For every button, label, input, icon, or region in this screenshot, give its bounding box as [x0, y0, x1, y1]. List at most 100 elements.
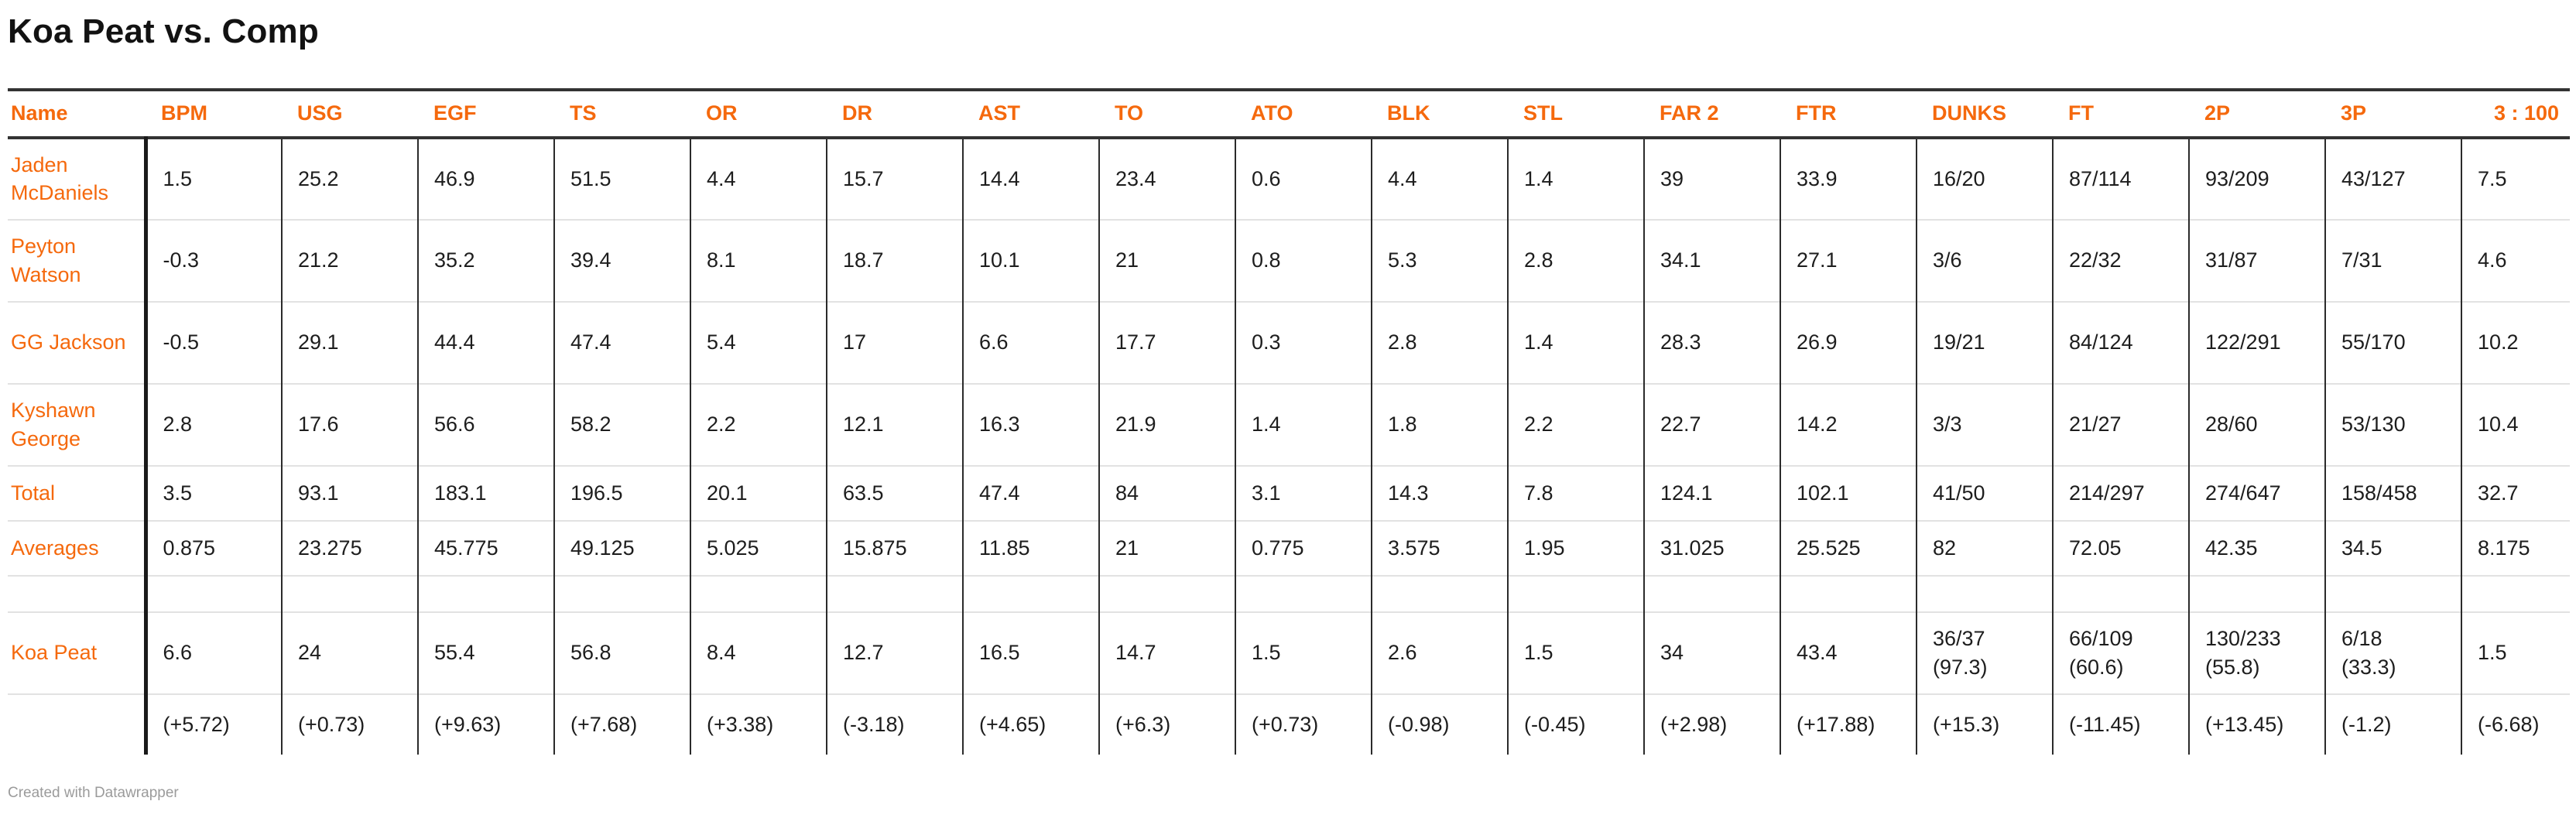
stat-cell-ftr: 26.9: [1780, 300, 1917, 384]
column-header-dunks: DUNKS: [1917, 89, 2053, 139]
stat-cell-ft: (-11.45): [2052, 693, 2189, 755]
table-row-diff: (+5.72) (+0.73) (+9.63) (+7.68) (+3.38) (-3.1…: [8, 693, 2570, 755]
stat-cell-ast: [962, 574, 1099, 612]
stat-cell-bpm: 1.5: [145, 137, 282, 220]
stat-cell-blk: 4.4: [1371, 137, 1508, 220]
stat-cell-far-2: [1643, 574, 1780, 612]
stat-cell-ato: 0.8: [1235, 218, 1372, 302]
stat-cell-ft: 72.05: [2052, 519, 2189, 576]
stat-cell-dr: 17: [826, 300, 963, 384]
stat-cell-2p: 31/87: [2188, 218, 2325, 302]
stat-cell-usg: 23.275: [281, 519, 418, 576]
stat-cell-ftr: 43.4: [1780, 611, 1917, 694]
stat-cell-stl: 1.5: [1507, 611, 1644, 694]
column-header-ft: FT: [2053, 89, 2189, 139]
stat-cell-far-2: 31.025: [1643, 519, 1780, 576]
stat-cell-ast: 14.4: [962, 137, 1099, 220]
stat-cell-usg: 25.2: [281, 137, 418, 220]
stat-cell-ato: [1235, 574, 1372, 612]
stat-cell-3-100: 7.5: [2461, 137, 2570, 220]
stat-cell-3p: 55/170: [2324, 300, 2461, 384]
stat-cell-3p: 158/458: [2324, 464, 2461, 521]
stat-cell-blk: [1371, 574, 1508, 612]
column-header-ato: ATO: [1235, 89, 1372, 139]
stat-cell-far-2: 39: [1643, 137, 1780, 220]
stat-cell-or: 4.4: [690, 137, 827, 220]
stat-cell-egf: 44.4: [417, 300, 554, 384]
stat-cell-bpm: [145, 574, 282, 612]
table-row-jaden-mcdaniels: Jaden McDaniels 1.5 25.2 46.9 51.5 4.4 15.7 14.…: [8, 137, 2570, 220]
stat-cell-blk: 3.575: [1371, 519, 1508, 576]
stat-cell-stl: 1.4: [1507, 300, 1644, 384]
stat-cell-dunks: 41/50: [1916, 464, 2053, 521]
stat-cell-ftr: 102.1: [1780, 464, 1917, 521]
stat-cell-dunks: 3/3: [1916, 382, 2053, 466]
row-name-cell: GG Jackson: [8, 300, 148, 384]
stat-cell-ts: [553, 574, 690, 612]
stat-cell-dr: 63.5: [826, 464, 963, 521]
stat-cell-ato: 3.1: [1235, 464, 1372, 521]
stat-cell-3-100: [2461, 574, 2570, 612]
stat-cell-to: 84: [1098, 464, 1235, 521]
stat-cell-bpm: 3.5: [145, 464, 282, 521]
stat-cell-3-100: 1.5: [2461, 611, 2570, 694]
stat-cell-bpm: 2.8: [145, 382, 282, 466]
column-header-2p: 2P: [2189, 89, 2325, 139]
stat-cell-ast: 10.1: [962, 218, 1099, 302]
stat-cell-3-100: 4.6: [2461, 218, 2570, 302]
stat-cell-ft: 21/27: [2052, 382, 2189, 466]
row-name-cell: Total: [8, 464, 148, 521]
stat-cell-usg: (+0.73): [281, 693, 418, 755]
column-header-stl: STL: [1508, 89, 1644, 139]
stat-cell-stl: 2.2: [1507, 382, 1644, 466]
row-name-cell: [8, 574, 148, 612]
stat-cell-ts: 39.4: [553, 218, 690, 302]
stat-cell-to: 17.7: [1098, 300, 1235, 384]
stat-cell-far-2: 124.1: [1643, 464, 1780, 521]
stat-cell-ast: 47.4: [962, 464, 1099, 521]
stat-cell-dunks: 16/20: [1916, 137, 2053, 220]
table-row-total: Total 3.5 93.1 183.1 196.5 20.1 63.5 47.4 84 3.1 1…: [8, 464, 2570, 521]
column-header-to: TO: [1099, 89, 1235, 139]
stat-cell-far-2: (+2.98): [1643, 693, 1780, 755]
stat-cell-ts: 49.125: [553, 519, 690, 576]
stat-cell-ts: 196.5: [553, 464, 690, 521]
stat-cell-usg: 93.1: [281, 464, 418, 521]
stat-cell-bpm: (+5.72): [145, 693, 282, 755]
stat-cell-ato: (+0.73): [1235, 693, 1372, 755]
stat-cell-or: 5.4: [690, 300, 827, 384]
row-name-cell: [8, 693, 148, 755]
column-header-bpm: BPM: [146, 89, 282, 139]
stat-cell-usg: 17.6: [281, 382, 418, 466]
stat-cell-or: 2.2: [690, 382, 827, 466]
stat-cell-dr: 15.7: [826, 137, 963, 220]
row-name-cell: Kyshawn George: [8, 382, 148, 466]
stat-cell-2p: 122/291: [2188, 300, 2325, 384]
stat-cell-stl: 1.4: [1507, 137, 1644, 220]
stat-cell-dr: (-3.18): [826, 693, 963, 755]
column-header-far-2: FAR 2: [1644, 89, 1780, 139]
stat-cell-ast: 11.85: [962, 519, 1099, 576]
page-title: Koa Peat vs. Comp: [8, 12, 319, 50]
stat-cell-to: 21: [1098, 519, 1235, 576]
stat-cell-stl: 7.8: [1507, 464, 1644, 521]
row-name-cell: Koa Peat: [8, 611, 148, 694]
column-header-ast: AST: [963, 89, 1099, 139]
stat-cell-ast: 6.6: [962, 300, 1099, 384]
datawrapper-credit-link[interactable]: Created with Datawrapper: [8, 785, 179, 801]
stat-cell-bpm: -0.3: [145, 218, 282, 302]
stat-cell-3p: 43/127: [2324, 137, 2461, 220]
stat-cell-egf: 46.9: [417, 137, 554, 220]
stat-cell-or: [690, 574, 827, 612]
stat-cell-dr: 15.875: [826, 519, 963, 576]
stat-cell-3p: 53/130: [2324, 382, 2461, 466]
stat-cell-ftr: 27.1: [1780, 218, 1917, 302]
stat-cell-2p: 28/60: [2188, 382, 2325, 466]
stat-cell-far-2: 28.3: [1643, 300, 1780, 384]
stat-cell-ts: 58.2: [553, 382, 690, 466]
stat-cell-to: 14.7: [1098, 611, 1235, 694]
stat-cell-ts: 47.4: [553, 300, 690, 384]
column-header-3p: 3P: [2325, 89, 2461, 139]
table-row-peyton-watson: Peyton Watson -0.3 21.2 35.2 39.4 8.1 18.7 10.1…: [8, 218, 2570, 302]
